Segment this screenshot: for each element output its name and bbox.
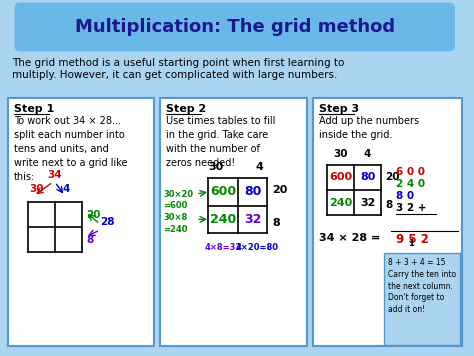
FancyBboxPatch shape <box>313 98 462 346</box>
Text: 30×20
=600: 30×20 =600 <box>164 190 193 210</box>
Text: 30: 30 <box>30 184 44 194</box>
Text: Use times tables to fill
in the grid. Take care
with the number of
zeros needed!: Use times tables to fill in the grid. Ta… <box>166 116 276 168</box>
Text: 32: 32 <box>360 198 375 208</box>
Text: 34 × 28 =: 34 × 28 = <box>319 233 380 243</box>
Text: 8: 8 <box>86 235 93 245</box>
FancyBboxPatch shape <box>384 253 459 345</box>
Text: 34: 34 <box>48 170 62 180</box>
Text: 30×8
=240: 30×8 =240 <box>164 214 188 234</box>
FancyBboxPatch shape <box>160 98 307 346</box>
Text: 8 0: 8 0 <box>396 191 414 201</box>
Text: 8: 8 <box>385 200 392 210</box>
Text: 28: 28 <box>100 217 115 227</box>
Text: 1: 1 <box>408 239 414 248</box>
Text: 20: 20 <box>273 185 288 195</box>
Text: 6 0 0: 6 0 0 <box>396 167 425 177</box>
Text: 80: 80 <box>244 185 261 198</box>
Text: 4: 4 <box>63 184 70 194</box>
Text: 80: 80 <box>360 173 375 183</box>
Text: 4: 4 <box>364 149 371 159</box>
Text: Add up the numbers
inside the grid.: Add up the numbers inside the grid. <box>319 116 419 140</box>
Text: 2 4 0: 2 4 0 <box>396 179 425 189</box>
Text: 20: 20 <box>385 172 400 182</box>
Text: Step 3: Step 3 <box>319 104 359 114</box>
Text: Step 2: Step 2 <box>166 104 207 114</box>
Text: 240: 240 <box>329 198 352 208</box>
Text: 30: 30 <box>208 162 224 172</box>
Text: 8: 8 <box>273 218 280 228</box>
Text: 4×20=80: 4×20=80 <box>236 243 279 252</box>
Text: 4×8=32: 4×8=32 <box>204 243 241 252</box>
FancyBboxPatch shape <box>8 98 155 346</box>
Text: 9 5 2: 9 5 2 <box>396 233 429 246</box>
Text: 240: 240 <box>210 213 236 226</box>
Text: Multiplication: The grid method: Multiplication: The grid method <box>74 18 395 36</box>
Text: 4: 4 <box>255 162 264 172</box>
Text: 600: 600 <box>329 173 352 183</box>
FancyBboxPatch shape <box>16 4 454 50</box>
Text: 8 + 3 + 4 = 15
Carry the ten into
the next column.
Don't forget to
add it on!: 8 + 3 + 4 = 15 Carry the ten into the ne… <box>388 258 456 314</box>
Text: 3 2 +: 3 2 + <box>396 203 427 213</box>
Text: The grid method is a useful starting point when first learning to
multiply. Howe: The grid method is a useful starting poi… <box>12 58 344 80</box>
Text: 30: 30 <box>333 149 348 159</box>
Text: 32: 32 <box>244 213 261 226</box>
Text: 600: 600 <box>210 185 236 198</box>
Text: To work out 34 × 28...
split each number into
tens and units, and
write next to : To work out 34 × 28... split each number… <box>14 116 128 182</box>
Text: Step 1: Step 1 <box>14 104 54 114</box>
Text: 20: 20 <box>86 210 100 220</box>
